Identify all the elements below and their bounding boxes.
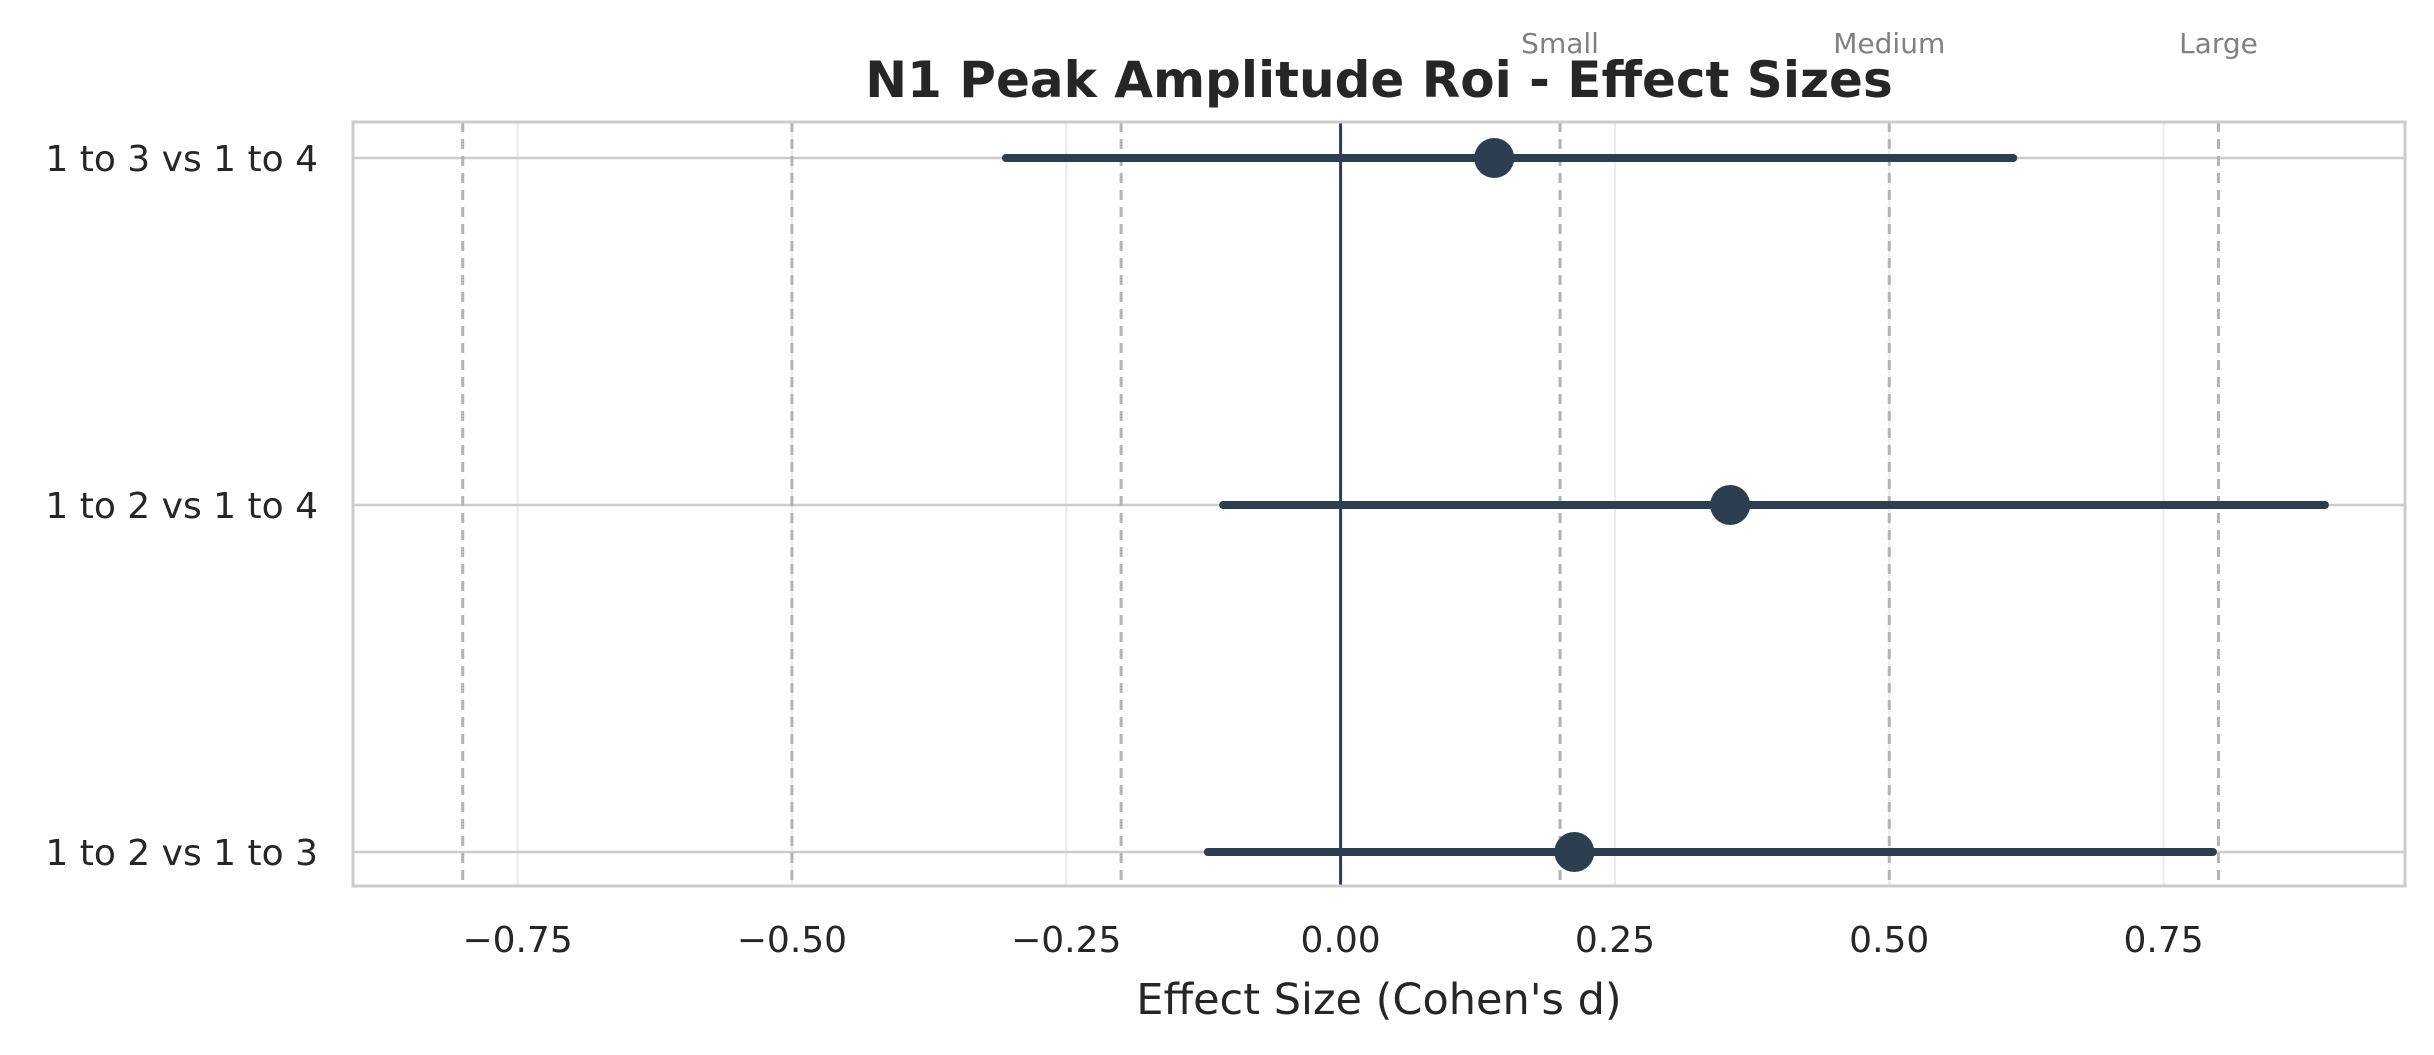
effect-point (1710, 485, 1751, 525)
reference-labels: Small Medium Large (1521, 27, 2258, 60)
category-label: 1 to 3 vs 1 to 4 (45, 139, 318, 180)
x-tick-label: −0.25 (1011, 920, 1121, 961)
effect-point (1474, 138, 1515, 178)
x-tick-label: 0.25 (1575, 920, 1655, 961)
x-tick-label: 0.75 (2124, 920, 2204, 961)
effect-point (1554, 832, 1595, 872)
reference-label: Small (1521, 27, 1599, 60)
chart-title: N1 Peak Amplitude Roi - Effect Sizes (865, 51, 1892, 109)
x-tick-label: 0.50 (1849, 920, 1929, 961)
x-tick-label: 0.00 (1301, 920, 1381, 961)
x-tick-labels: −0.75 −0.50 −0.25 0.00 0.25 0.50 0.75 (462, 920, 2203, 961)
plot-frame (351, 120, 2407, 888)
category-label: 1 to 2 vs 1 to 4 (45, 486, 318, 527)
x-axis-title: Effect Size (Cohen's d) (1136, 975, 1621, 1025)
x-tick-label: −0.50 (737, 920, 847, 961)
reference-label: Medium (1833, 27, 1945, 60)
effect-marks (1001, 138, 2329, 872)
x-tick-label: −0.75 (462, 920, 572, 961)
reference-label: Large (2179, 27, 2258, 60)
y-category-labels: 1 to 3 vs 1 to 4 1 to 2 vs 1 to 4 1 to 2 v… (45, 139, 318, 874)
category-label: 1 to 2 vs 1 to 3 (45, 833, 318, 874)
